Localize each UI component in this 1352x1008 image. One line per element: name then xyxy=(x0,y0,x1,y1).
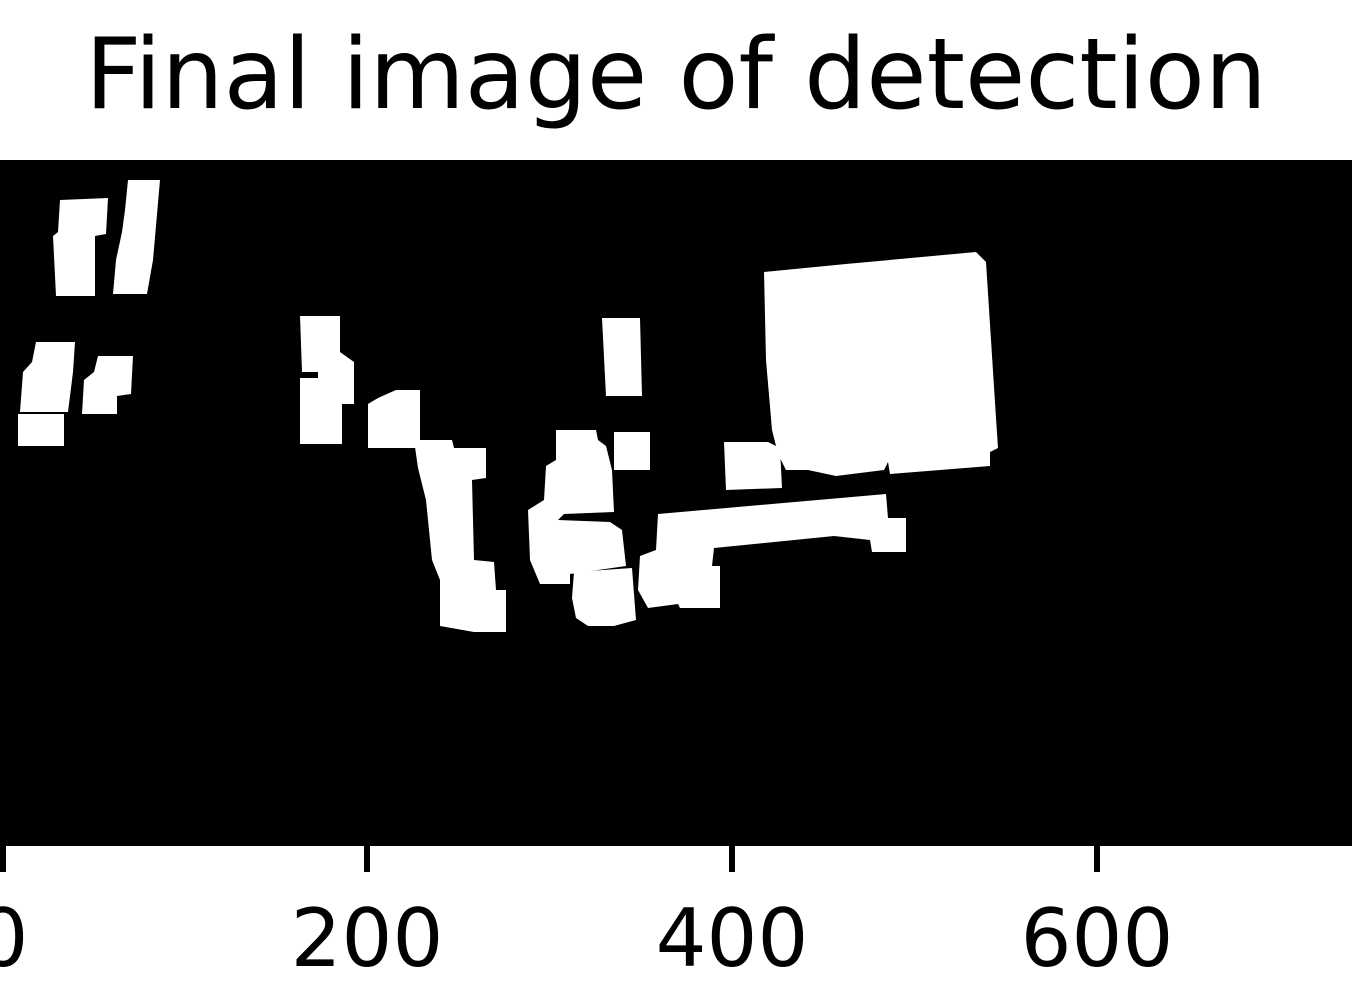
detected-blob xyxy=(572,568,636,626)
detected-blob xyxy=(20,342,75,412)
detected-blob xyxy=(602,318,642,396)
detected-blob xyxy=(368,390,420,448)
detected-blob xyxy=(614,432,650,470)
detection-mask xyxy=(18,180,998,632)
detected-blob xyxy=(528,430,626,584)
x-tick-label: 200 xyxy=(291,892,444,985)
x-tick-label: 600 xyxy=(1021,892,1174,985)
detected-blob xyxy=(300,316,354,444)
detected-blob xyxy=(764,252,998,476)
x-axis xyxy=(0,846,1100,872)
detected-blob xyxy=(113,180,160,294)
figure-title: Final image of detection xyxy=(85,18,1267,132)
detected-blob xyxy=(18,414,64,446)
x-tick-labels: 0 200 400 600 xyxy=(0,892,1173,985)
detected-blob xyxy=(638,494,906,608)
detected-blob xyxy=(724,442,782,490)
x-tick-label: 400 xyxy=(656,892,809,985)
x-tick-label: 0 xyxy=(0,892,28,985)
detected-blob xyxy=(82,356,133,414)
detected-blob xyxy=(414,440,506,632)
detected-blob xyxy=(53,198,108,296)
detection-image-background xyxy=(0,160,1352,846)
